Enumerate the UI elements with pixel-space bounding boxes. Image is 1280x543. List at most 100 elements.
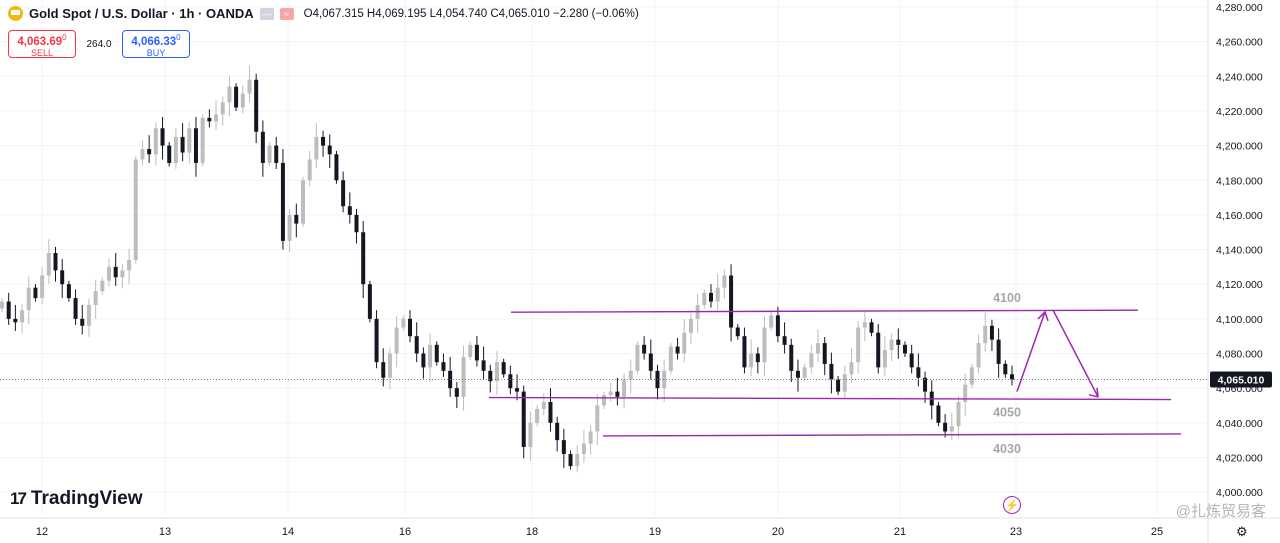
candle-body (622, 379, 627, 397)
candle-body (387, 353, 392, 378)
candle-body (1003, 363, 1008, 375)
candle-body (133, 159, 138, 260)
candle-body (521, 391, 526, 448)
candle-body (260, 131, 265, 163)
x-tick-label: 18 (526, 526, 538, 538)
candle-body (842, 374, 847, 392)
candle-body (73, 298, 78, 319)
candle-body (147, 149, 152, 155)
x-tick-label: 13 (159, 526, 171, 538)
x-tick-label: 19 (649, 526, 661, 538)
level-label-4100: 4100 (993, 291, 1021, 305)
candle-body (254, 79, 259, 132)
candle-body (916, 367, 921, 378)
candle-body (441, 362, 446, 371)
candle-body (173, 136, 178, 163)
y-tick-label: 4,080.000 (1216, 349, 1263, 361)
candle-body (140, 149, 145, 160)
candle-body (735, 327, 740, 337)
candle-body (856, 327, 861, 363)
candle-body (668, 346, 673, 371)
candle-body (956, 402, 961, 427)
lightning-icon[interactable]: ⚡ (1003, 496, 1021, 514)
x-tick-label: 16 (399, 526, 411, 538)
candle-body (829, 363, 834, 380)
candle-body (100, 280, 105, 292)
candle-body (976, 343, 981, 368)
last-price-label: 4,065.010 (1218, 374, 1265, 386)
candle-body (983, 325, 988, 344)
candle-body (742, 336, 747, 368)
symbol-title[interactable]: Gold Spot / U.S. Dollar · 1h · OANDA (29, 6, 254, 21)
candle-body (160, 128, 165, 146)
candle-body (688, 318, 693, 333)
candle-body (80, 318, 85, 326)
candle-body (20, 310, 25, 323)
candle-body (414, 336, 419, 354)
candle-body (896, 339, 901, 345)
trade-panel: 4,063.690 SELL 264.0 4,066.330 BUY (8, 30, 190, 58)
candle-body (501, 362, 506, 375)
tradingview-mark-icon: 17 (10, 489, 27, 508)
candle-body (240, 93, 245, 108)
candle-body (715, 287, 720, 302)
candle-body (869, 322, 874, 333)
candle-body (153, 128, 158, 155)
resistance-line-4100 (510, 309, 1139, 313)
candle-body (6, 301, 11, 319)
candle-body (207, 117, 212, 122)
candle-body (581, 443, 586, 454)
x-tick-label: 20 (772, 526, 784, 538)
candle-body (601, 395, 606, 406)
candle-body (795, 370, 800, 378)
candle-body (488, 370, 493, 382)
candle-body (367, 284, 372, 319)
candle-body (180, 136, 185, 153)
candle-body (889, 339, 894, 351)
candle-body (541, 402, 546, 409)
sell-price: 4,063.69 (17, 35, 63, 48)
data-status-icon[interactable]: ≈ (279, 7, 294, 20)
candle-body (561, 440, 566, 454)
y-tick-label: 4,260.000 (1216, 37, 1263, 49)
candle-body (381, 362, 386, 378)
candle-body (635, 344, 640, 371)
y-tick-label: 4,240.000 (1216, 71, 1263, 83)
projection-down-arrow (1052, 309, 1099, 398)
candle-body (220, 102, 225, 115)
buy-button[interactable]: 4,066.330 BUY (122, 30, 190, 58)
x-tick-label: 23 (1010, 526, 1022, 538)
candle-body (528, 422, 533, 448)
candle-body (816, 343, 821, 354)
y-tick-label: 4,220.000 (1216, 106, 1263, 118)
candle-body (354, 214, 359, 233)
candle-body (187, 128, 192, 153)
candle-body (836, 379, 841, 392)
candle-body (628, 370, 633, 380)
tradingview-logo: 17 TradingView (10, 488, 143, 510)
candle-body (481, 360, 486, 371)
candle-body (66, 284, 71, 299)
candle-body (902, 344, 907, 354)
sell-button[interactable]: 4,063.690 SELL (8, 30, 76, 58)
candle-body (86, 304, 91, 326)
candle-body (882, 350, 887, 368)
candle-body (434, 344, 439, 363)
candle-body (575, 453, 580, 467)
candle-body (421, 353, 426, 368)
candle-body (341, 180, 346, 207)
candle-body (247, 79, 252, 94)
candle-body (662, 370, 667, 389)
y-tick-label: 4,280.000 (1216, 2, 1263, 14)
candle-body (508, 374, 513, 389)
candle-body (949, 426, 954, 432)
candle-body (53, 253, 58, 271)
candle-body (595, 405, 600, 432)
candle-body (300, 180, 305, 224)
candle-body (568, 453, 573, 467)
candle-body (33, 287, 38, 299)
settings-gear-icon[interactable]: ⚙ (1236, 524, 1248, 539)
market-status-icon[interactable]: — (259, 7, 274, 20)
candle-body (107, 266, 112, 281)
